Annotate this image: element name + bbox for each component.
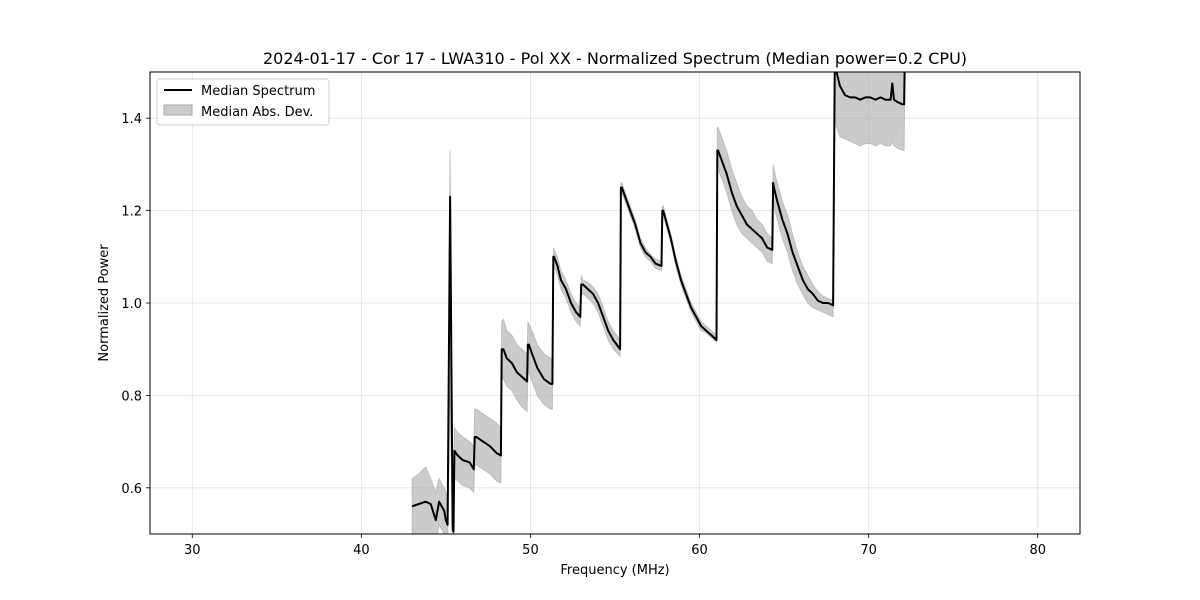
grid (150, 72, 1080, 534)
y-axis: 0.6 0.8 1.0 1.2 1.4 (121, 112, 150, 497)
y-tick-label: 0.8 (121, 389, 142, 404)
legend-box (156, 78, 330, 126)
x-tick-label: 40 (353, 543, 370, 558)
x-axis: 30 40 50 60 70 80 (184, 534, 1046, 558)
legend-label-median-spectrum: Median Spectrum (201, 84, 315, 99)
x-tick-label: 60 (691, 543, 708, 558)
y-tick-label: 0.6 (121, 482, 142, 497)
legend: Median Spectrum Median Abs. Dev. (156, 78, 330, 126)
x-axis-label: Frequency (MHz) (560, 563, 669, 578)
y-tick-label: 1.0 (121, 297, 142, 312)
y-tick-label: 1.4 (121, 112, 142, 127)
legend-band-swatch (163, 104, 193, 116)
median-spectrum-line (411, 72, 906, 533)
y-axis-label: Normalized Power (97, 244, 112, 362)
x-tick-label: 80 (1029, 543, 1046, 558)
chart-title: 2024-01-17 - Cor 17 - LWA310 - Pol XX - … (263, 49, 967, 68)
plot-area (411, 72, 906, 534)
legend-label-mad: Median Abs. Dev. (201, 105, 313, 120)
x-tick-label: 70 (860, 543, 877, 558)
y-tick-label: 1.2 (121, 205, 142, 220)
x-tick-label: 50 (522, 543, 539, 558)
x-tick-label: 30 (184, 543, 201, 558)
mad-band (411, 72, 906, 534)
